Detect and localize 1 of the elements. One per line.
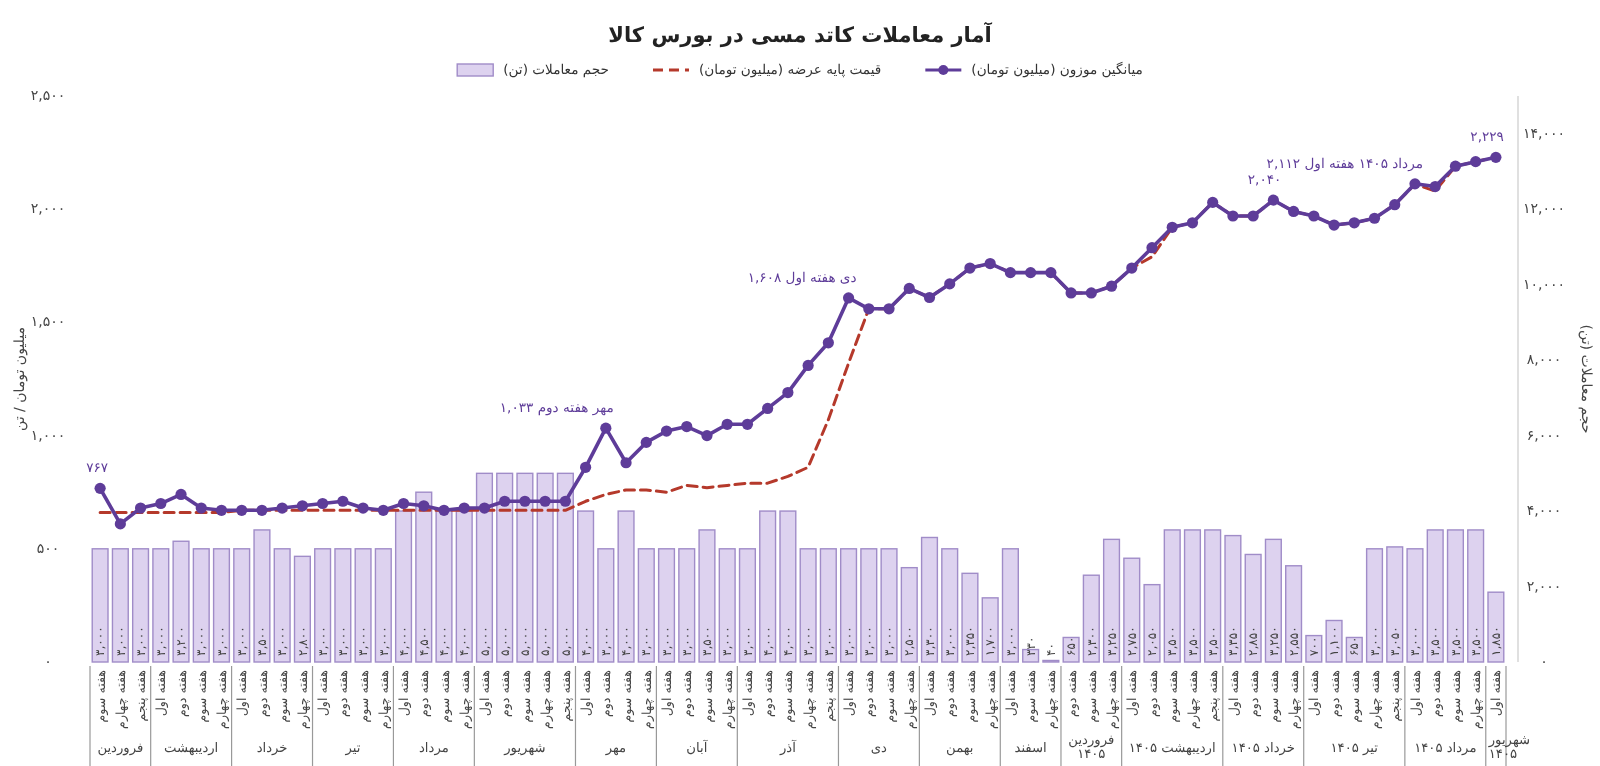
chart-title: آمار معاملات کاتد مسی در بورس کالا xyxy=(608,20,993,48)
